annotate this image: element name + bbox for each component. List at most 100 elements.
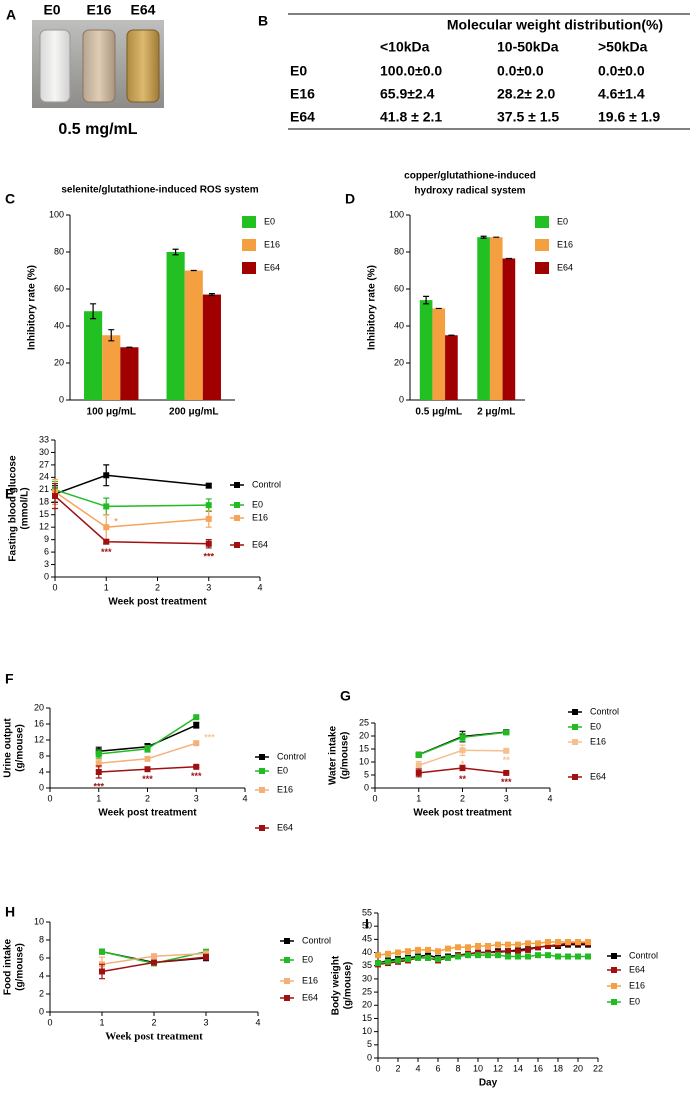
bar (489, 237, 503, 400)
point (445, 954, 451, 961)
y-tick-label: 0 (59, 394, 64, 404)
point (99, 968, 105, 975)
y-tick-label: 10 (362, 1026, 372, 1036)
legend-marker (234, 502, 240, 508)
x-tick-label: 0 (375, 1063, 380, 1073)
legend-label: E16 (557, 239, 573, 249)
point (95, 751, 102, 757)
table-cell: 0.0±0.0 (598, 63, 645, 79)
bar (84, 311, 103, 400)
point (375, 960, 381, 967)
y-tick-label: 40 (394, 320, 404, 330)
legend-label: E0 (252, 499, 263, 509)
point (395, 949, 401, 956)
legend-label: E64 (302, 992, 318, 1002)
point (144, 745, 151, 752)
y-tick-label: 18 (39, 497, 49, 507)
x-tick-label: 3 (194, 793, 199, 803)
y-tick-label: 0 (39, 1006, 44, 1016)
legend-label: E0 (557, 216, 568, 226)
legend-label: E0 (277, 765, 288, 775)
x-tick-label: 4 (547, 793, 552, 803)
error-bar (172, 248, 179, 256)
y-tick-label: 12 (39, 522, 49, 532)
series-line (54, 495, 209, 545)
y-tick-label: 80 (394, 246, 404, 256)
bar (202, 294, 221, 400)
point (459, 747, 466, 754)
point (95, 760, 102, 767)
legend-label: E16 (590, 736, 606, 746)
point (151, 959, 157, 966)
point (205, 515, 212, 522)
y-tick-label: 8 (39, 934, 44, 944)
x-tick-label: 2 μg/mL (477, 407, 515, 418)
y-tick-label: 80 (54, 246, 64, 256)
point (505, 948, 511, 955)
table-cell: E64 (290, 109, 315, 125)
legend-label: E64 (277, 822, 293, 832)
x-tick-label: 2 (151, 1017, 156, 1027)
y-tick-label: 45 (362, 934, 372, 944)
y-tick-label: 0 (399, 394, 404, 404)
y-tick-label: 15 (362, 1013, 372, 1023)
x-tick-label: 4 (255, 1017, 260, 1027)
y-tick-label: 30 (39, 447, 49, 457)
error-bar (480, 235, 487, 239)
bar (184, 270, 203, 400)
table-cell: 65.9±2.4 (380, 86, 435, 102)
y-tick-label: 20 (359, 730, 369, 740)
y-tick-label: 15 (359, 743, 369, 753)
point (103, 524, 110, 531)
legend-label: E0 (629, 996, 640, 1006)
panel-label: F (5, 671, 14, 687)
y-tick-label: 0 (44, 571, 49, 581)
y-tick-label: 20 (394, 357, 404, 367)
legend-label: Control (252, 479, 281, 489)
y-tick-label: 0 (367, 1052, 372, 1062)
x-tick-label: 1 (99, 1017, 104, 1027)
x-tick-label: 0 (372, 793, 377, 803)
chart-title: copper/glutathione-induced (404, 171, 536, 182)
point (103, 538, 110, 545)
bar (166, 252, 185, 400)
point (505, 953, 511, 960)
y-tick-label: 24 (39, 472, 49, 482)
y-tick-label: 0 (39, 782, 44, 792)
y-tick-label: 6 (39, 952, 44, 962)
significance: *** (142, 774, 153, 784)
bar (502, 258, 516, 400)
point (193, 763, 200, 770)
point (203, 950, 209, 957)
point (505, 941, 511, 948)
y-tick-label: 40 (54, 320, 64, 330)
y-axis-label: (g/mouse) (15, 943, 26, 991)
y-tick-label: 3 (44, 559, 49, 569)
x-axis-label: Day (479, 1078, 498, 1089)
legend-swatch (242, 216, 256, 228)
table-cell: E16 (290, 86, 315, 102)
point (459, 764, 466, 771)
legend-label: E64 (629, 964, 645, 974)
x-tick-label: 4 (257, 582, 262, 592)
y-axis-label: Water intake (328, 726, 339, 786)
y-tick-label: 2 (39, 988, 44, 998)
x-tick-label: 16 (533, 1063, 543, 1073)
x-tick-label: 200 μg/mL (169, 407, 218, 418)
x-tick-label: 3 (203, 1017, 208, 1027)
point (535, 944, 541, 951)
table-cell: 19.6 ± 1.9 (598, 109, 660, 125)
table-cell: 0.0±0.0 (497, 63, 544, 79)
legend-label: E64 (264, 262, 280, 272)
y-axis-label: (g/mouse) (15, 724, 26, 772)
y-tick-label: 20 (34, 702, 44, 712)
point (565, 939, 571, 945)
point (535, 952, 541, 959)
point (545, 942, 551, 949)
y-tick-label: 30 (362, 973, 372, 983)
point (495, 952, 501, 959)
point (485, 942, 491, 949)
legend-marker (259, 825, 265, 831)
point (503, 769, 510, 776)
y-tick-label: 8 (39, 750, 44, 760)
